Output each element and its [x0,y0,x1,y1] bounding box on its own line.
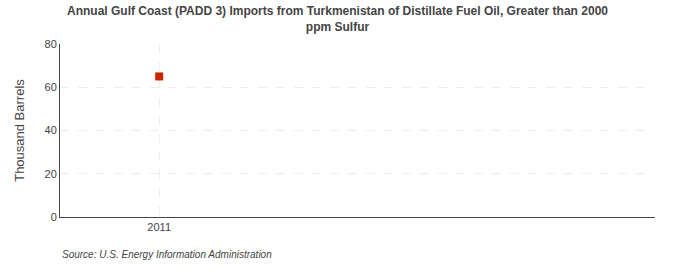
svg-text:Annual Gulf Coast (PADD 3) Imp: Annual Gulf Coast (PADD 3) Imports from … [67,4,608,34]
svg-text:2011: 2011 [147,221,171,233]
svg-text:Thousand Barrels: Thousand Barrels [12,79,27,182]
svg-text:Source: U.S. Energy Informatio: Source: U.S. Energy Information Administ… [62,249,272,260]
svg-text:40: 40 [45,124,57,136]
svg-text:0: 0 [51,211,57,223]
svg-text:80: 80 [45,38,57,50]
svg-text:60: 60 [45,81,57,93]
svg-text:20: 20 [45,168,57,180]
